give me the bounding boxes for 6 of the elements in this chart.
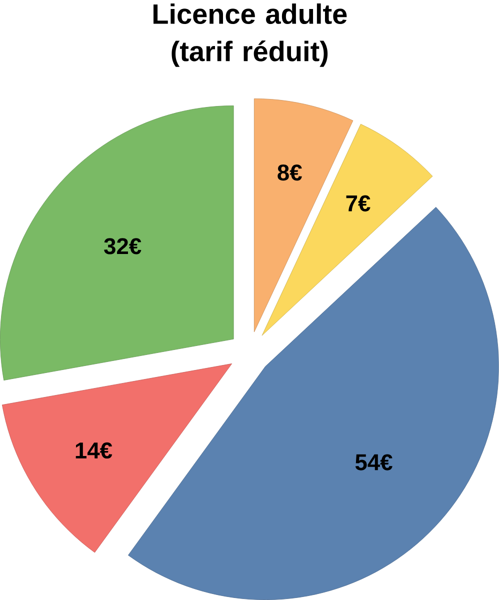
data-label: 7€ [346, 195, 370, 212]
data-label: 32€ [104, 238, 142, 254]
data-label: 54€ [355, 454, 392, 470]
data-label: 14€ [76, 442, 112, 459]
data-label: 8€ [278, 164, 302, 181]
chart-title: Licence adulte (tarif réduit) [154, 3, 347, 67]
